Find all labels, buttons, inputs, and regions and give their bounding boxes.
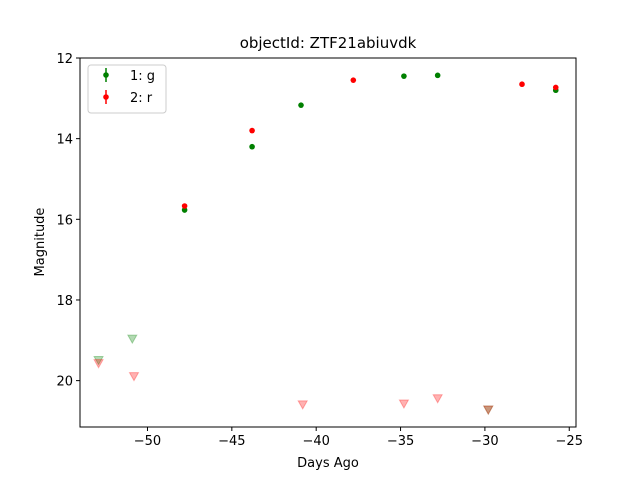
legend-r-label: 2: r — [130, 91, 153, 106]
upper-limit-marker-g — [93, 355, 104, 366]
x-axis-label: Days Ago — [297, 456, 359, 471]
x-tick-label: −50 — [134, 434, 161, 449]
detection-point-g — [249, 143, 255, 150]
y-tick-label: 12 — [56, 52, 73, 67]
x-tick-label: −35 — [387, 434, 414, 449]
y-axis: 12 14 16 18 20 — [56, 52, 80, 390]
upper-limit-marker-r — [398, 399, 410, 410]
x-axis: −50 −45 −40 −35 −30 −25 — [134, 427, 583, 449]
x-tick-label: −45 — [218, 434, 245, 449]
detection-point-r — [181, 203, 188, 209]
legend-g-marker — [103, 72, 109, 78]
y-tick-label: 18 — [56, 294, 73, 309]
detection-point-g — [181, 207, 188, 213]
x-tick-label: −25 — [556, 434, 583, 449]
legend-r-marker — [103, 94, 109, 100]
detection-point-r — [350, 77, 357, 83]
detection-point-g — [298, 102, 304, 108]
x-tick-label: −40 — [302, 434, 329, 449]
legend-entry-r: 2: r — [103, 90, 153, 106]
legend-entry-g: 1: g — [103, 68, 155, 84]
upper-limit-marker-r — [297, 400, 309, 410]
legend-g-label: 1: g — [130, 69, 155, 84]
upper-limit-marker-r — [128, 372, 140, 382]
detection-point-r — [552, 84, 559, 91]
legend: 1: g 2: r — [87, 64, 167, 114]
y-tick-label: 20 — [56, 375, 73, 390]
y-tick-label: 14 — [56, 133, 73, 148]
upper-limit-marker-r — [432, 394, 444, 404]
upper-limit-marker-g — [482, 405, 494, 416]
chart-title: objectId: ZTF21abiuvdk — [240, 34, 417, 52]
y-axis-label: Magnitude — [33, 208, 48, 277]
plot-area — [93, 72, 559, 416]
detection-point-r — [519, 81, 525, 88]
upper-limit-marker-g — [126, 334, 138, 345]
detection-point-r — [249, 127, 255, 134]
upper-limit-marker-r — [93, 359, 104, 369]
y-tick-label: 16 — [56, 213, 73, 228]
axes-frame — [79, 57, 577, 428]
detection-point-g — [401, 73, 407, 79]
x-tick-label: −30 — [471, 434, 498, 449]
upper-limit-marker-r — [482, 405, 494, 416]
detection-point-g — [434, 72, 441, 79]
